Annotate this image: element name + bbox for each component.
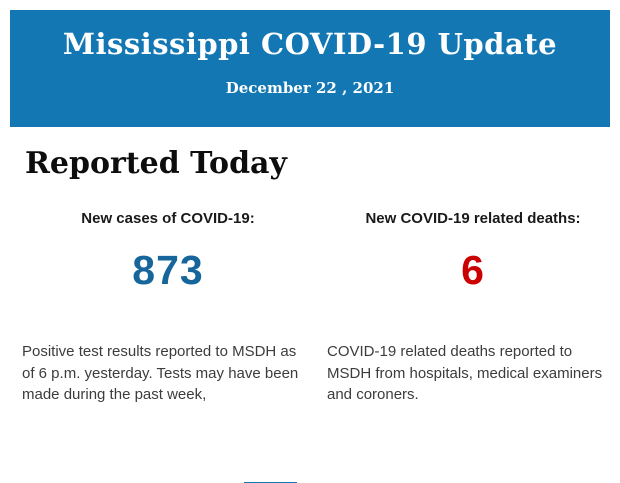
new-cases-label: New cases of COVID-19: (81, 210, 255, 227)
newsletter-date: December 22 , 2021 (225, 79, 395, 97)
new-cases-value: 873 (132, 247, 204, 293)
newsletter-title: Mississippi COVID-19 Update (62, 27, 558, 61)
new-deaths-description: COVID-19 related deaths reported to MSDH… (327, 343, 603, 403)
new-cases-description: Positive test results reported to MSDH a… (22, 343, 299, 403)
new-deaths-label: New COVID-19 related deaths: (365, 210, 581, 227)
new-deaths-value: 6 (461, 247, 485, 293)
section-heading: Reported Today (25, 146, 287, 181)
stat-column-new-deaths: New COVID-19 related deaths: 6 COVID-19 … (327, 211, 619, 406)
stats-columns: New cases of COVID-19: 873 Positive test… (22, 211, 602, 406)
header-banner: Mississippi COVID-19 Update December 22 … (10, 10, 610, 127)
stat-column-new-cases: New cases of COVID-19: 873 Positive test… (22, 211, 314, 406)
